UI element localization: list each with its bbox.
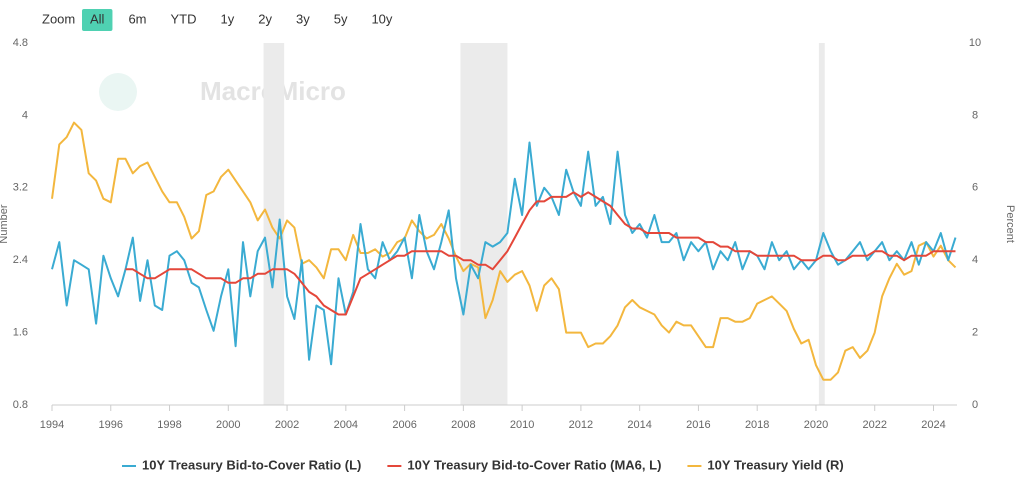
recession-band — [263, 43, 285, 405]
x-tick-label: 2014 — [627, 419, 651, 431]
y2-tick-label: 6 — [972, 182, 978, 194]
legend-label[interactable]: 10Y Treasury Yield (R) — [707, 457, 843, 472]
x-tick-label: 2002 — [275, 419, 299, 431]
y-tick-label: 0.8 — [13, 399, 28, 411]
y-tick-label: 4.8 — [13, 37, 28, 49]
y2-tick-label: 2 — [972, 327, 978, 339]
zoom-button-label[interactable]: 5y — [334, 11, 348, 26]
y2-tick-label: 10 — [969, 37, 981, 49]
series-line — [125, 191, 956, 316]
legend-item[interactable]: 10Y Treasury Bid-to-Cover Ratio (L) — [122, 457, 361, 472]
zoom-button-label[interactable]: 3y — [296, 11, 310, 26]
zoom-button[interactable]: 3y — [288, 9, 318, 31]
x-tick-label: 2012 — [569, 419, 593, 431]
y2-tick-label: 4 — [972, 254, 978, 266]
y2-tick-label: 0 — [972, 399, 978, 411]
y2-tick-label: 8 — [972, 109, 978, 121]
zoom-button-label[interactable]: 10y — [371, 11, 392, 26]
zoom-button[interactable]: 5y — [326, 9, 356, 31]
zoom-button[interactable]: 10y — [363, 9, 400, 31]
y2-axis-label: Percent — [1004, 205, 1016, 243]
y-axis-label: Number — [0, 204, 10, 243]
recession-band — [460, 43, 508, 405]
zoom-button-bg[interactable] — [82, 9, 113, 31]
zoom-label: Zoom — [42, 11, 75, 26]
zoom-button[interactable]: 6m — [120, 9, 154, 31]
x-tick-label: 2008 — [451, 419, 475, 431]
x-tick-label: 2006 — [392, 419, 416, 431]
recession-band — [818, 43, 825, 405]
legend-item[interactable]: 10Y Treasury Yield (R) — [687, 457, 844, 472]
x-tick-label: 2024 — [921, 419, 945, 431]
watermark-logo — [99, 73, 137, 111]
series-line — [51, 141, 957, 366]
zoom-button-label[interactable]: 2y — [258, 11, 272, 26]
zoom-button[interactable]: YTD — [163, 9, 205, 31]
y-tick-label: 2.4 — [13, 254, 28, 266]
legend-label[interactable]: 10Y Treasury Bid-to-Cover Ratio (MA6, L) — [407, 457, 661, 472]
zoom-button[interactable]: All — [82, 9, 113, 31]
legend-item[interactable]: 10Y Treasury Bid-to-Cover Ratio (MA6, L) — [387, 457, 661, 472]
x-tick-label: 2022 — [862, 419, 886, 431]
legend: 10Y Treasury Bid-to-Cover Ratio (L) 10Y T… — [122, 457, 844, 472]
series-line — [51, 121, 957, 381]
zoom-bar: Zoom All 6m YTD 1y 2y 3y 5y 10y — [42, 9, 400, 31]
x-tick-label: 1996 — [99, 419, 123, 431]
x-tick-label: 1998 — [157, 419, 181, 431]
zoom-button[interactable]: 2y — [250, 9, 280, 31]
x-tick-label: 2010 — [510, 419, 534, 431]
y-tick-label: 4 — [22, 109, 28, 121]
x-tick-label: 2000 — [216, 419, 240, 431]
legend-label[interactable]: 10Y Treasury Bid-to-Cover Ratio (L) — [142, 457, 361, 472]
x-tick-label: 1994 — [40, 419, 64, 431]
zoom-button-label[interactable]: 6m — [128, 11, 146, 26]
x-tick-label: 2016 — [686, 419, 710, 431]
x-tick-label: 2018 — [745, 419, 769, 431]
zoom-button-label[interactable]: All — [90, 11, 105, 26]
y-tick-label: 1.6 — [13, 327, 28, 339]
zoom-button-label[interactable]: 1y — [221, 11, 235, 26]
y-tick-label: 3.2 — [13, 182, 28, 194]
x-tick-label: 2004 — [334, 419, 358, 431]
x-tick-label: 2020 — [804, 419, 828, 431]
zoom-button-label[interactable]: YTD — [171, 11, 197, 26]
zoom-button[interactable]: 1y — [213, 9, 243, 31]
